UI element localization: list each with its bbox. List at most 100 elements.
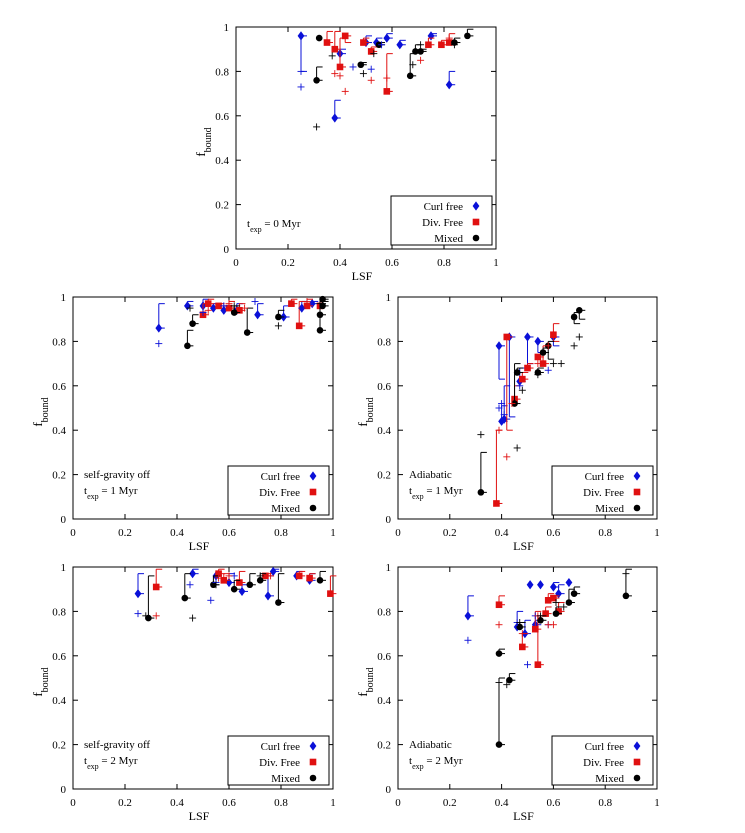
data-point-mixed: [516, 623, 524, 631]
data-point-mixed: [537, 616, 544, 624]
data-point-div: [503, 333, 511, 341]
series-div: [495, 593, 565, 668]
plot-frame: [72, 566, 334, 790]
data-point-mixed: [316, 327, 324, 334]
data-point-div: [445, 39, 453, 46]
x-tick-label: 0.2: [118, 797, 132, 809]
data-point-mixed: [316, 311, 324, 319]
x-tick-label: 0.2: [443, 797, 457, 809]
data-point-curl: [264, 591, 272, 601]
data-point-curl: [495, 341, 503, 351]
x-axis-label: LSF: [189, 539, 210, 553]
data-point-div: [306, 574, 313, 582]
annotation-time-value: = 0 Myr: [262, 218, 301, 230]
plot-frame: [397, 296, 658, 520]
plot-frame: [235, 26, 497, 250]
data-point-curl: [189, 569, 196, 579]
x-tick-label: 0: [233, 257, 239, 269]
y-tick-label: 0.6: [377, 381, 391, 393]
data-point-div: [336, 63, 344, 71]
y-tick-label: 0.2: [215, 200, 229, 212]
x-tick-label: 0.6: [385, 257, 399, 269]
x-tick-label: 0.2: [443, 527, 457, 539]
series-mixed: [495, 568, 632, 748]
data-point-div: [524, 364, 531, 372]
y-axis-label: fbound: [30, 667, 51, 696]
y-tick-label: 1: [386, 562, 392, 574]
x-tick-label: 0: [70, 527, 76, 539]
data-point-curl: [445, 80, 453, 90]
legend-marker-div: [633, 488, 641, 496]
x-tick-label: 0.8: [437, 257, 451, 269]
data-point-mixed: [506, 676, 513, 684]
legend: Curl free Div. Free Mixed: [551, 735, 654, 786]
y-tick-label: 0.8: [52, 606, 66, 618]
legend-label: Curl free: [585, 741, 625, 753]
y-axis-label-subscript: bound: [365, 667, 376, 692]
data-point-div: [295, 322, 303, 330]
data-point-curl: [134, 589, 142, 599]
annotation-line-1: Adiabatic: [409, 469, 452, 481]
data-point-mixed: [539, 349, 547, 356]
data-point-curl: [534, 336, 542, 346]
y-tick-label: 0.2: [52, 740, 66, 752]
data-point-mixed: [184, 342, 191, 350]
data-point-div: [360, 39, 367, 46]
y-axis-label-subscript: bound: [40, 667, 51, 692]
y-tick-label: 0: [386, 514, 392, 526]
y-tick-label: 1: [224, 22, 230, 34]
data-point-mixed: [495, 650, 503, 657]
y-tick-label: 0.8: [215, 66, 229, 78]
x-tick-label: 1: [654, 527, 660, 539]
y-tick-label: 0.8: [377, 606, 391, 618]
legend-label: Mixed: [271, 503, 300, 515]
y-axis-label: fbound: [193, 127, 214, 156]
legend: Curl free Div. Free Mixed: [227, 465, 330, 516]
data-point-mixed: [275, 599, 282, 606]
y-axis-label: fbound: [355, 667, 376, 696]
data-point-div: [550, 594, 557, 602]
annotation-time: texp = 1 Myr: [409, 485, 463, 501]
x-tick-label: 0.6: [222, 797, 236, 809]
legend-label: Mixed: [434, 233, 463, 245]
data-point-div: [519, 375, 526, 383]
data-point-div: [544, 597, 552, 604]
annotation-time-value: = 2 Myr: [99, 755, 138, 767]
data-point-curl: [331, 113, 339, 123]
x-tick-label: 0.6: [547, 527, 561, 539]
y-tick-label: 0.4: [52, 695, 66, 707]
legend-marker-curl: [472, 201, 480, 211]
x-tick-label: 0.4: [333, 257, 347, 269]
y-tick-label: 0: [224, 244, 230, 256]
legend-marker-div: [633, 758, 641, 766]
legend-label: Mixed: [595, 503, 624, 515]
data-point-mixed: [246, 581, 254, 589]
x-tick-label: 0.4: [495, 527, 509, 539]
data-point-div: [215, 570, 222, 577]
legend-label: Curl free: [261, 741, 301, 753]
data-point-mixed: [477, 489, 485, 496]
legend-label: Div. Free: [259, 757, 300, 769]
data-point-div: [323, 39, 331, 46]
data-point-mixed: [417, 48, 424, 55]
annotation-time: texp = 2 Myr: [409, 755, 463, 771]
chart-panel-3: 00 0.2 0.2 0.4 0.4 0.6 0.6 0.8 0.8 1 1 LSF fbound Adi…: [355, 292, 660, 553]
data-point-curl: [155, 323, 163, 333]
y-axis-label-subscript: bound: [203, 127, 214, 152]
data-point-mixed: [622, 592, 630, 600]
chart-panel-4: 00 0.2 0.2 0.4 0.4 0.6 0.6 0.8 0.8 1 1 LSF fbound sel…: [30, 562, 337, 823]
legend-marker-mixed: [309, 774, 317, 782]
legend-marker-mixed: [633, 504, 641, 512]
data-point-div: [542, 610, 549, 617]
y-tick-label: 1: [386, 292, 392, 304]
data-point-mixed: [513, 369, 521, 376]
x-axis-label: LSF: [189, 809, 210, 823]
legend-label: Curl free: [424, 201, 464, 213]
data-point-div: [303, 302, 311, 310]
data-point-div: [220, 577, 228, 584]
data-point-curl: [537, 580, 544, 590]
series-div: [323, 30, 456, 95]
annotation-time-value: = 1 Myr: [424, 485, 463, 497]
y-tick-label: 0.4: [377, 695, 391, 707]
legend-label: Div. Free: [583, 757, 624, 769]
